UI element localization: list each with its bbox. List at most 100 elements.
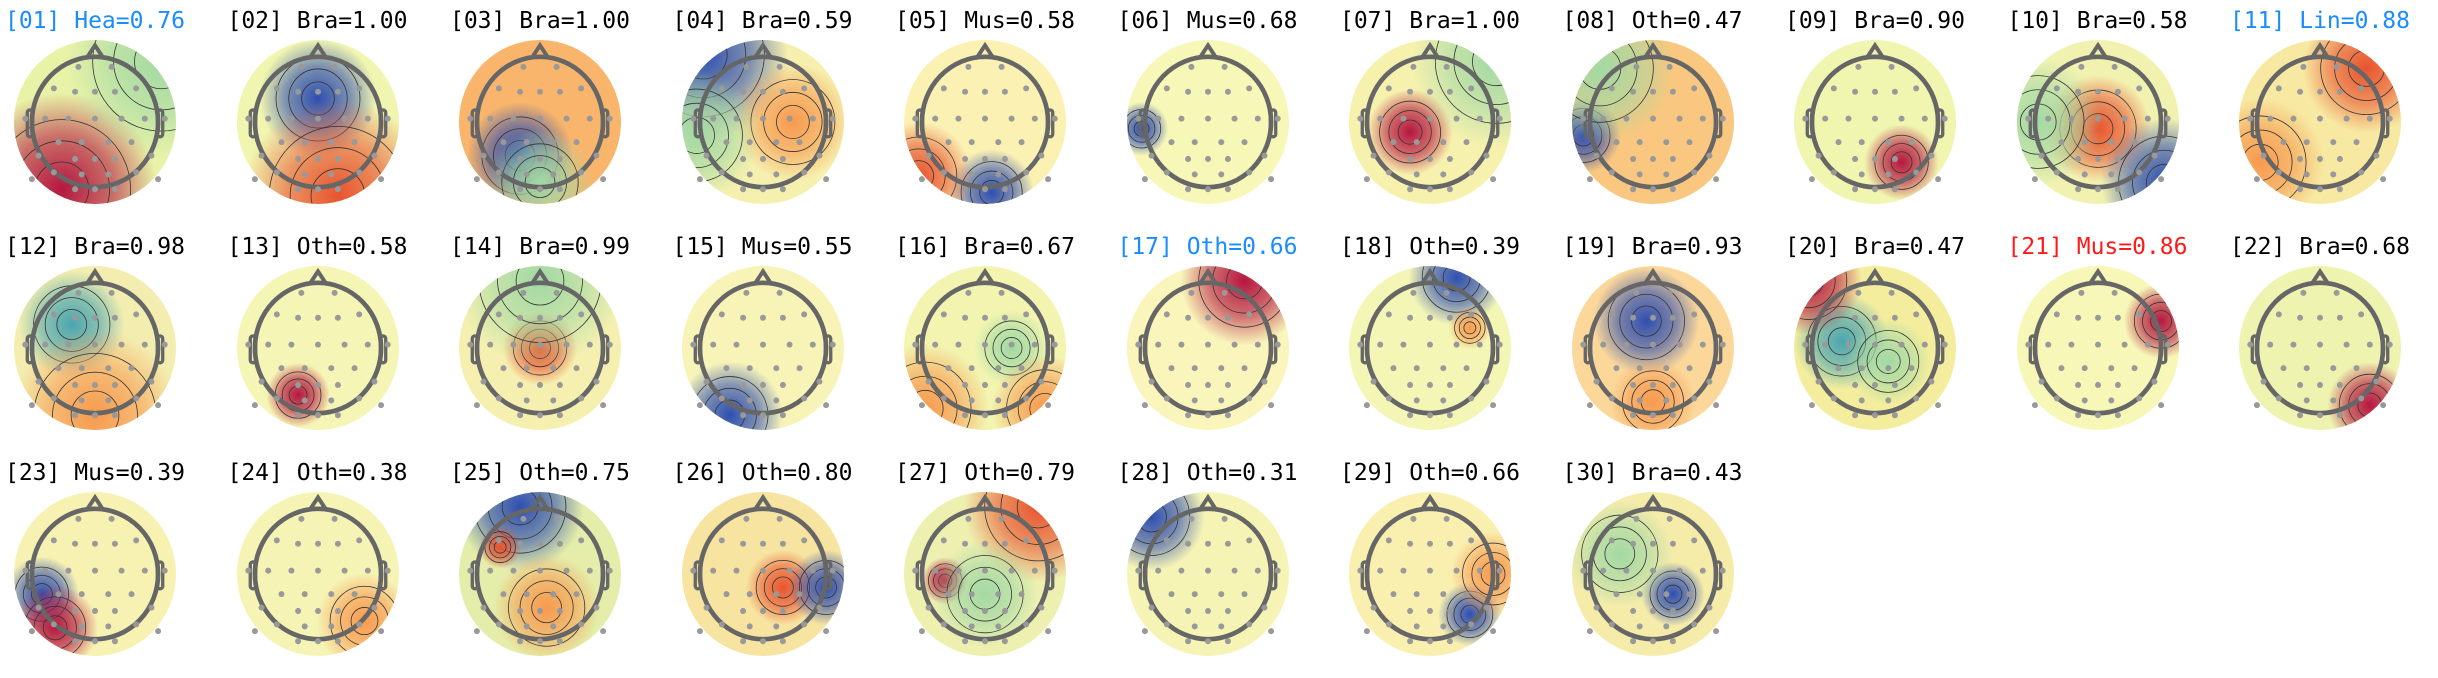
electrode [111, 638, 118, 645]
electrode [1629, 314, 1636, 321]
electrode [537, 88, 543, 95]
electrode [1413, 365, 1420, 372]
contour-line [1197, 266, 1289, 328]
electrode [1608, 395, 1615, 402]
electrode [523, 591, 530, 598]
electrode [1363, 402, 1370, 409]
nose-icon [85, 493, 105, 511]
electrode [355, 395, 362, 402]
component-19: [19] Bra=0.93 [1558, 226, 1781, 452]
contour-line [979, 180, 1004, 204]
electrode [108, 289, 115, 296]
electrode [1705, 378, 1712, 385]
electrode [2300, 63, 2307, 70]
electrode [351, 365, 358, 372]
electrode [377, 176, 384, 183]
electrode [1427, 381, 1433, 388]
electrode [523, 623, 530, 630]
electrode [1891, 88, 1898, 95]
electrode [1666, 289, 1673, 296]
electrode [1632, 289, 1639, 296]
electrode [1669, 186, 1676, 193]
electrode [487, 115, 494, 122]
component-title: [08] Oth=0.47 [1562, 8, 1743, 34]
electrode [294, 607, 301, 614]
electrode [1649, 412, 1656, 419]
electrode [111, 155, 118, 162]
electrode [1023, 537, 1030, 544]
electrode [301, 591, 308, 598]
electrode [133, 85, 140, 92]
electrode [1898, 115, 1905, 122]
electrode [1177, 341, 1184, 348]
electrode [111, 607, 118, 614]
left-ear-icon [25, 108, 35, 139]
contour-line [1379, 100, 1442, 164]
contour-line [1621, 370, 1684, 430]
right-ear-icon [823, 108, 832, 139]
left-ear-icon [248, 334, 257, 365]
electrode [600, 176, 607, 183]
topomap [1348, 40, 1512, 204]
electrode [1045, 402, 1052, 409]
electrode [1023, 621, 1030, 628]
electrode [1852, 155, 1859, 162]
electrode [2114, 381, 2121, 388]
electrode [1872, 115, 1878, 122]
electrode [779, 638, 786, 645]
contour-line [1471, 552, 1512, 596]
electrode [1622, 115, 1629, 122]
electrode [1224, 412, 1231, 419]
electrode [517, 314, 524, 321]
right-ear-icon [1490, 108, 1500, 139]
electrode [92, 607, 98, 614]
electrode [537, 638, 543, 645]
electrode [2024, 115, 2031, 122]
electrode [1390, 365, 1397, 372]
electrode [722, 139, 729, 146]
electrode [105, 139, 112, 146]
electrode [1669, 381, 1676, 388]
electrode [962, 540, 969, 547]
electrode [2107, 397, 2114, 404]
electrode [940, 85, 947, 92]
right-ear-icon [2380, 108, 2390, 139]
electrode [995, 591, 1002, 598]
electrode [294, 314, 301, 321]
electrode [2107, 171, 2114, 178]
component-03: [03] Bra=1.00 [445, 0, 668, 226]
electrode [1154, 341, 1161, 348]
electrode [2094, 88, 2101, 95]
electrode [2114, 186, 2121, 193]
electrode [500, 139, 507, 146]
topomap [2238, 266, 2402, 430]
electrode [1167, 591, 1174, 598]
electrode [1224, 540, 1231, 547]
electrode [1370, 604, 1377, 611]
electrode [50, 85, 57, 92]
electrode [92, 567, 98, 574]
electrode [968, 623, 975, 630]
electrode [78, 591, 85, 598]
electrode [65, 115, 72, 122]
electrode [473, 628, 480, 635]
electrode [2317, 341, 2323, 348]
electrode [1666, 63, 1673, 70]
electrode [1413, 623, 1420, 630]
electrode [809, 115, 816, 122]
right-ear-icon [1045, 334, 1055, 365]
component-08: [08] Oth=0.47 [1558, 0, 1781, 226]
electrode [2107, 365, 2114, 372]
electrode [718, 537, 725, 544]
electrode [965, 289, 972, 296]
electrode [537, 607, 543, 614]
electrode [1018, 591, 1025, 598]
electrode [1413, 139, 1420, 146]
electrode [1669, 638, 1676, 645]
electrode [155, 628, 162, 635]
electrode [1649, 638, 1656, 645]
electrode [467, 567, 474, 574]
electrode [22, 341, 29, 348]
electrode [370, 378, 377, 385]
electrode [1245, 169, 1252, 176]
